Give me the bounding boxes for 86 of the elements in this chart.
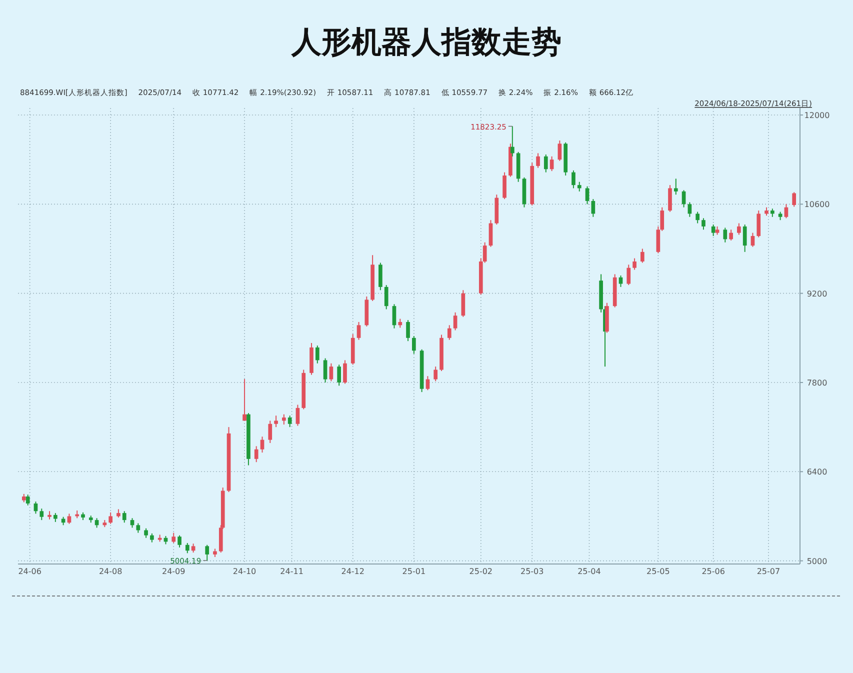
candlestick — [315, 345, 320, 364]
x-tick-label: 24-10 — [232, 567, 256, 576]
candlestick — [510, 126, 514, 157]
y-tick-label: 12000 — [804, 111, 830, 120]
y-tick-label: 6400 — [806, 468, 828, 477]
candlestick — [536, 152, 540, 168]
candlestick — [34, 501, 38, 514]
candlestick — [337, 364, 341, 386]
x-tick-label: 25-07 — [756, 567, 780, 576]
candlestick — [282, 414, 286, 426]
candlestick — [26, 494, 30, 506]
candlestick — [558, 140, 562, 162]
candlestick — [674, 178, 678, 196]
candlestick — [288, 415, 292, 428]
x-tick-label: 25-03 — [520, 567, 544, 576]
candlestick — [577, 181, 582, 192]
x-tick-label: 25-06 — [702, 567, 725, 576]
candlestick — [702, 218, 706, 230]
y-tick-label: 10600 — [804, 200, 830, 210]
candlestick — [696, 211, 700, 224]
candlestick — [260, 436, 264, 454]
candlestick — [723, 227, 728, 243]
candlestick — [205, 544, 210, 562]
candlestick — [750, 232, 755, 248]
candlestick — [144, 528, 148, 538]
candlestick — [242, 378, 246, 422]
x-tick-label: 25-04 — [578, 567, 601, 576]
candlestick — [329, 362, 334, 382]
y-tick-label: 5000 — [806, 556, 828, 566]
candlestick — [550, 156, 554, 172]
candlestick — [178, 534, 182, 548]
candlestick — [544, 154, 548, 173]
candlestick — [447, 324, 452, 340]
x-tick-label: 25-02 — [469, 567, 493, 576]
candlestick — [384, 284, 388, 310]
x-tick-label: 24-11 — [280, 567, 304, 576]
candlestick — [618, 274, 623, 288]
x-tick-label: 24-12 — [341, 567, 364, 576]
y-tick-label: 7800 — [806, 378, 828, 388]
candlestick — [406, 320, 410, 342]
candlestick — [130, 518, 134, 528]
y-tick-label: 9200 — [806, 289, 828, 298]
candlestick — [268, 420, 272, 444]
candlestick — [640, 248, 644, 264]
candlestick — [572, 170, 576, 189]
candlestick — [67, 513, 72, 524]
candlestick — [742, 224, 747, 252]
candlestick — [392, 304, 396, 329]
candlestick — [296, 404, 300, 426]
candlestick — [40, 508, 44, 521]
candlestick — [426, 376, 430, 391]
candlestick — [343, 360, 347, 384]
candlestick — [108, 512, 112, 524]
candlestick — [729, 229, 733, 241]
candlestick — [502, 172, 506, 200]
x-tick-label: 24-08 — [98, 567, 122, 576]
candlestick — [453, 312, 458, 331]
candlestick — [632, 258, 636, 270]
candlestick — [784, 204, 788, 219]
candlestick — [668, 184, 672, 212]
candlestick — [737, 222, 741, 236]
candlestick — [323, 358, 328, 383]
candlestick — [356, 321, 361, 340]
candlestick — [626, 264, 631, 286]
candlestick — [488, 220, 493, 248]
candlestick — [122, 510, 126, 524]
candlestick — [756, 210, 761, 238]
candlestick — [412, 336, 416, 354]
candlestick — [274, 415, 278, 428]
x-tick-label: 25-01 — [402, 567, 426, 576]
candlestick — [461, 290, 466, 318]
x-tick-label: 25-05 — [646, 567, 670, 576]
candlestick — [585, 186, 590, 205]
candlestick — [94, 518, 99, 528]
candlestick — [792, 192, 796, 208]
x-tick-label: 24-09 — [162, 567, 186, 576]
candlestick — [136, 522, 140, 534]
candlestick — [434, 366, 438, 382]
candlestick — [378, 262, 382, 291]
chart-title: 人形机器人指数走势 — [290, 25, 562, 60]
candlestick — [254, 446, 258, 463]
candlestick — [688, 202, 692, 218]
candlestick — [172, 532, 176, 544]
candlestick — [185, 542, 190, 554]
x-tick-label: 24-06 — [18, 567, 42, 576]
candlestick — [711, 224, 716, 237]
